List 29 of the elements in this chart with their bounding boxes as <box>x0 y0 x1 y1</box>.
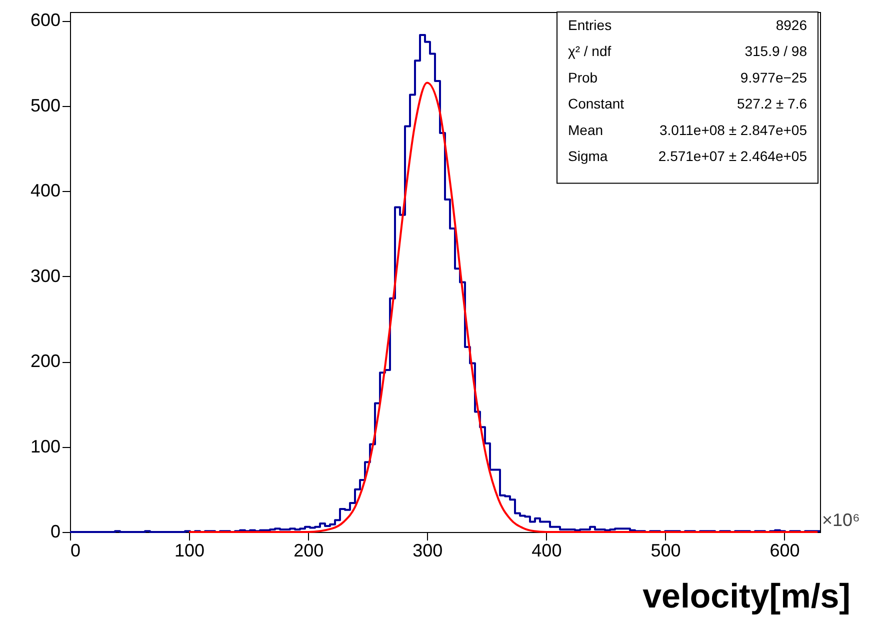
annotation: 9.977e−25 <box>740 69 808 86</box>
y-tick-label: 300 <box>30 266 60 286</box>
y-tick-label: 200 <box>30 351 60 372</box>
text: ×10⁶ <box>822 510 860 530</box>
annotation: Sigma <box>568 148 608 164</box>
x-tick-label: 600 <box>770 540 800 560</box>
y-tick-label: 100 <box>30 436 60 456</box>
x-tick-label: 500 <box>650 540 681 560</box>
annotation: 315.9 / 98 <box>744 43 808 60</box>
annotation: Entries <box>568 17 612 33</box>
line-series <box>188 82 819 533</box>
annotation: 8926 <box>776 17 808 33</box>
x-tick-label: 300 <box>412 540 443 560</box>
x-tick-label: 0 <box>70 540 81 560</box>
x-tick-label: 100 <box>174 540 205 560</box>
x-axis-title: velocity[m/s] <box>642 578 850 616</box>
y-tick-label: 600 <box>30 10 60 30</box>
y-tick-label: 400 <box>30 180 60 201</box>
annotation: 3.011e+08 ± 2.847e+05 <box>659 122 808 138</box>
annotation: Prob <box>568 69 598 86</box>
annotation: Constant <box>568 96 624 112</box>
annotation: 527.2 ± 7.6 <box>737 96 808 112</box>
annotation: Mean <box>568 122 604 138</box>
annotation: 2.571e+07 ± 2.464e+05 <box>658 148 808 164</box>
x-tick-label: 200 <box>294 540 324 560</box>
annotation: χ² / ndf <box>568 43 612 60</box>
y-tick-label: 500 <box>30 95 60 116</box>
x-tick-label: 400 <box>532 540 562 560</box>
y-tick-label: 0 <box>50 522 60 542</box>
